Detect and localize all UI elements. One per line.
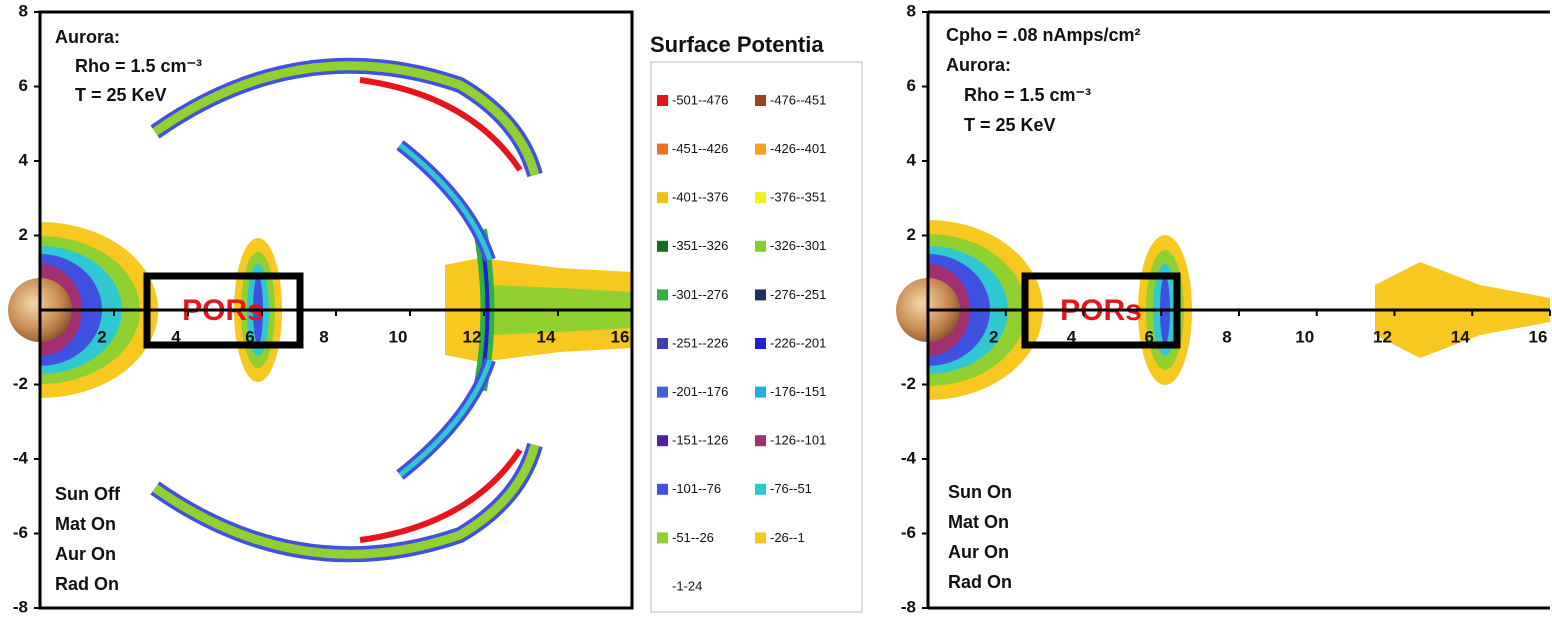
legend-label: -401--376 <box>672 190 728 205</box>
legend-title: Surface Potentia <box>650 32 824 57</box>
legend-label: -101--76 <box>672 481 721 496</box>
y-tick-label: -6 <box>13 523 28 542</box>
legend-swatch <box>657 289 668 301</box>
legend-swatch <box>657 435 668 447</box>
y-tick-label: 2 <box>19 225 28 244</box>
x-tick-label: 10 <box>389 327 408 346</box>
legend-swatch <box>755 386 766 398</box>
annotation: Rad On <box>55 574 119 594</box>
y-tick-label: -4 <box>901 448 917 467</box>
x-tick-label: 2 <box>97 327 106 346</box>
y-tick-label: 8 <box>907 1 916 20</box>
legend-swatch <box>657 143 668 155</box>
legend-swatch <box>755 240 766 252</box>
y-tick-label: 4 <box>907 150 917 169</box>
y-tick-label: 4 <box>19 150 29 169</box>
legend-label: -126--101 <box>770 433 826 448</box>
legend-swatch <box>755 435 766 447</box>
y-tick-label: -6 <box>901 523 916 542</box>
y-tick-label: 2 <box>907 225 916 244</box>
annotation: Mat On <box>948 512 1009 532</box>
annotation: Sun Off <box>55 484 121 504</box>
legend-label: -376--351 <box>770 190 826 205</box>
legend-swatch <box>755 192 766 204</box>
x-tick-label: 16 <box>1529 327 1548 346</box>
legend-label: -151--126 <box>672 433 728 448</box>
x-tick-label: 12 <box>463 327 482 346</box>
legend-swatch <box>755 532 766 544</box>
x-tick-label: 8 <box>1222 327 1231 346</box>
legend-label: -426--401 <box>770 141 826 156</box>
x-tick-label: 8 <box>319 327 328 346</box>
legend-label: -76--51 <box>770 481 812 496</box>
legend-label: -451--426 <box>672 141 728 156</box>
legend-label: -251--226 <box>672 335 728 350</box>
x-tick-label: 4 <box>171 327 181 346</box>
legend-label: -326--301 <box>770 238 826 253</box>
x-tick-label: 6 <box>1145 327 1154 346</box>
x-tick-label: 12 <box>1373 327 1392 346</box>
annotation: Rho = 1.5 cm⁻³ <box>964 85 1091 105</box>
y-tick-label: 8 <box>19 1 28 20</box>
legend-label: -226--201 <box>770 335 826 350</box>
legend-swatch <box>657 95 668 106</box>
legend-swatch <box>755 95 766 106</box>
x-tick-label: 14 <box>1451 327 1470 346</box>
y-tick-label: -2 <box>13 374 28 393</box>
x-tick-label: 4 <box>1067 327 1077 346</box>
legend-label: -351--326 <box>672 238 728 253</box>
x-tick-label: 10 <box>1295 327 1314 346</box>
y-tick-label: -8 <box>901 597 916 616</box>
annotation: Mat On <box>55 514 116 534</box>
x-tick-label: 14 <box>537 327 556 346</box>
x-tick-label: 16 <box>611 327 630 346</box>
legend-swatch <box>657 240 668 252</box>
y-tick-label: -8 <box>13 597 28 616</box>
legend-label: -301--276 <box>672 287 728 302</box>
legend-label: -476--451 <box>770 92 826 107</box>
legend-swatch <box>657 532 668 544</box>
legend-label: -201--176 <box>672 384 728 399</box>
legend-swatch <box>755 483 766 495</box>
legend-swatch <box>755 143 766 155</box>
legend-label: -501--476 <box>672 92 728 107</box>
legend-swatch <box>657 338 668 349</box>
y-tick-label: -4 <box>13 448 29 467</box>
legend-label: -176--151 <box>770 384 826 399</box>
annotation: Rho = 1.5 cm⁻³ <box>75 56 202 76</box>
x-tick-label: 2 <box>989 327 998 346</box>
legend-swatch <box>657 386 668 398</box>
y-tick-label: 6 <box>19 76 28 95</box>
annotation: Aur On <box>948 542 1009 562</box>
annotation: Cpho = .08 nAmps/cm² <box>946 25 1141 45</box>
x-tick-label: 6 <box>245 327 254 346</box>
annotation: Aurora: <box>55 27 120 47</box>
legend-swatch <box>657 192 668 204</box>
annotation: T = 25 KeV <box>964 115 1056 135</box>
legend-swatch <box>755 338 766 349</box>
legend-swatch <box>657 483 668 495</box>
legend-label: -51--26 <box>672 530 714 545</box>
annotation: T = 25 KeV <box>75 85 167 105</box>
y-tick-label: 6 <box>907 76 916 95</box>
legend-label: -26--1 <box>770 530 805 545</box>
annotation: Sun On <box>948 482 1012 502</box>
legend-label: -276--251 <box>770 287 826 302</box>
annotation: Aurora: <box>946 55 1011 75</box>
legend-label: -1-24 <box>672 578 702 593</box>
annotation: Aur On <box>55 544 116 564</box>
legend-swatch <box>755 289 766 301</box>
annotation: Rad On <box>948 572 1012 592</box>
y-tick-label: -2 <box>901 374 916 393</box>
